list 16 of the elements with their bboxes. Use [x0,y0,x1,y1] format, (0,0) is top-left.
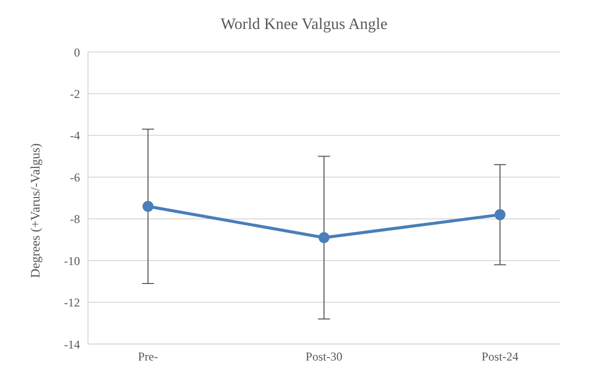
x-tick-label: Post-24 [482,350,518,364]
y-tick-label: -12 [64,296,80,310]
y-tick-label: -10 [64,254,80,268]
y-axis-title: Degrees (+Varus/-Valgus) [28,143,43,278]
y-tick-label: -2 [70,86,80,101]
y-tick-label: -6 [70,170,80,184]
y-tick-label: -4 [70,128,80,143]
x-tick-label: Pre- [138,350,158,364]
y-tick-label: -8 [70,212,80,226]
x-tick-label: Post-30 [306,350,342,364]
point [318,232,330,244]
point [142,200,154,212]
y-tick-label: -14 [64,337,80,352]
point [494,209,506,220]
y-tick-label: 0 [74,45,80,60]
chart-title: World Knee Valgus Angle [220,15,388,35]
